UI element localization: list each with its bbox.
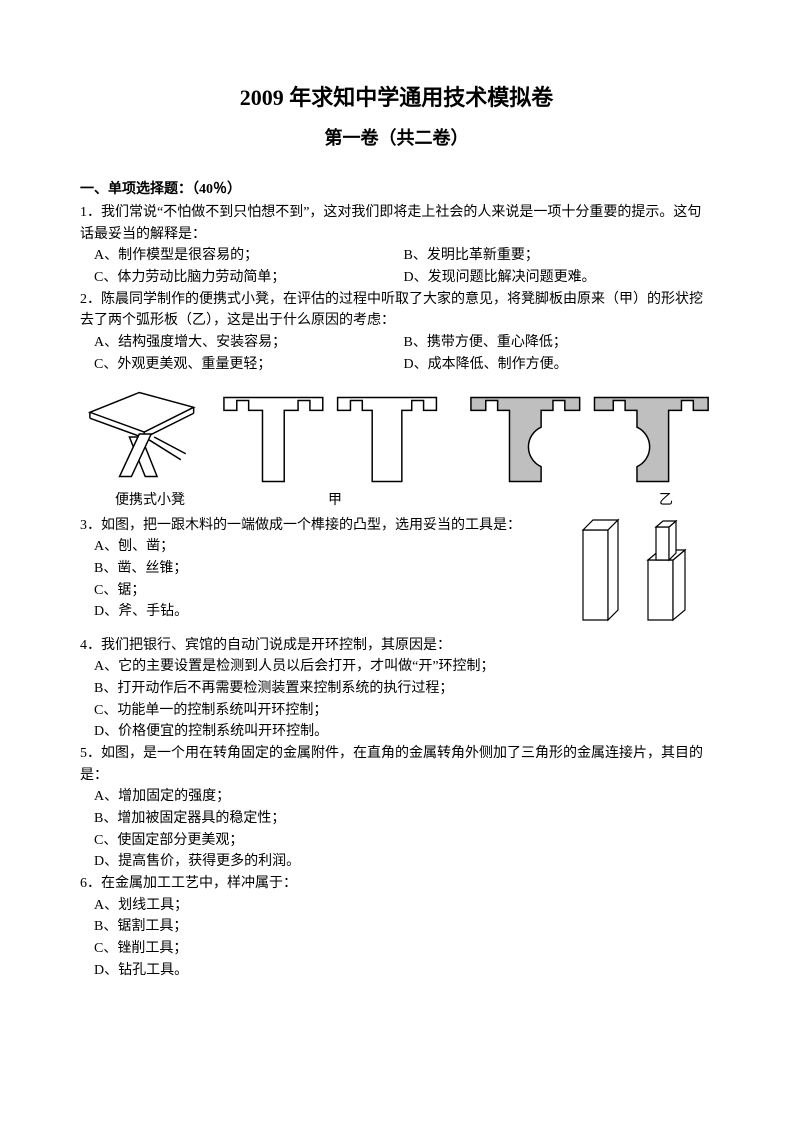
- q2-figure-labels: 便携式小凳 甲 乙: [80, 489, 713, 509]
- q3-opt-d: D、斧、手钻。: [94, 601, 543, 623]
- q5-opt-a: A、增加固定的强度；: [94, 786, 713, 808]
- page-subtitle: 第一卷（共二卷）: [80, 124, 713, 150]
- q5-body: 如图，是一个用在转角固定的金属附件，在直角的金属转角外侧加了三角形的金属连接片，…: [80, 746, 703, 783]
- q1-body: 我们常说“不怕做不到只怕想不到”，这对我们即将走上社会的人来说是一项十分重要的提…: [80, 205, 701, 242]
- jia-figure: [219, 392, 446, 487]
- q6-opt-c: C、锉削工具；: [94, 938, 713, 960]
- q2-opt-c: C、外观更美观、重量更轻；: [94, 354, 404, 376]
- q3-body: 如图，把一跟木料的一端做成一个榫接的凸型，选用妥当的工具是：: [101, 518, 521, 533]
- q1-opt-a: A、制作模型是很容易的；: [94, 245, 404, 267]
- q5-opt-d: D、提高售价，获得更多的利润。: [94, 851, 713, 873]
- q3-text: 3．如图，把一跟木料的一端做成一个榫接的凸型，选用妥当的工具是：: [80, 515, 543, 537]
- label-stool: 便携式小凳: [80, 489, 220, 509]
- q4-opt-c: C、功能单一的控制系统叫开环控制；: [94, 700, 713, 722]
- q5-num: 5．: [80, 746, 101, 761]
- q5-opt-c: C、使固定部分更美观；: [94, 830, 713, 852]
- q3-opt-b: B、凿、丝锥；: [94, 558, 543, 580]
- q5-text: 5．如图，是一个用在转角固定的金属附件，在直角的金属转角外侧加了三角形的金属连接…: [80, 743, 713, 786]
- exam-page: 2009 年求知中学通用技术模拟卷 第一卷（共二卷） 一、单项选择题：（40％）…: [0, 0, 793, 1122]
- yi-figure: [466, 392, 713, 487]
- q4-num: 4．: [80, 638, 101, 653]
- q3-options: A、刨、凿； B、凿、丝锥； C、锯； D、斧、手钻。: [80, 536, 543, 623]
- label-yi: 乙: [450, 489, 713, 509]
- q4-opt-b: B、打开动作后不再需要检测装置来控制系统的执行过程；: [94, 678, 713, 700]
- page-title: 2009 年求知中学通用技术模拟卷: [80, 80, 713, 112]
- q6-body: 在金属加工工艺中，样冲属于：: [101, 876, 297, 891]
- q1-text: 1．我们常说“不怕做不到只怕想不到”，这对我们即将走上社会的人来说是一项十分重要…: [80, 202, 713, 245]
- q6-opt-a: A、划线工具；: [94, 895, 713, 917]
- q2-body: 陈晨同学制作的便携式小凳，在评估的过程中听取了大家的意见，将凳脚板由原来（甲）的…: [80, 292, 703, 329]
- q4-text: 4．我们把银行、宾馆的自动门说成是开环控制，其原因是：: [80, 635, 713, 657]
- q4-body: 我们把银行、宾馆的自动门说成是开环控制，其原因是：: [101, 638, 451, 653]
- q2-num: 2．: [80, 292, 101, 307]
- q3-opt-a: A、刨、凿；: [94, 536, 543, 558]
- q3-figure: [573, 515, 713, 635]
- q1-options: A、制作模型是很容易的； B、发明比革新重要； C、体力劳动比脑力劳动简单； D…: [80, 245, 713, 288]
- q6-options: A、划线工具； B、锯割工具； C、锉削工具； D、钻孔工具。: [80, 895, 713, 982]
- q1-opt-b: B、发明比革新重要；: [404, 245, 714, 267]
- q3-opt-c: C、锯；: [94, 580, 543, 602]
- q1-opt-c: C、体力劳动比脑力劳动简单；: [94, 267, 404, 289]
- label-jia: 甲: [220, 489, 450, 509]
- q2-text: 2．陈晨同学制作的便携式小凳，在评估的过程中听取了大家的意见，将凳脚板由原来（甲…: [80, 289, 713, 332]
- q2-opt-d: D、成本降低、制作方便。: [404, 354, 714, 376]
- q2-opt-b: B、携带方便、重心降低；: [404, 332, 714, 354]
- q2-figure-row: [80, 382, 713, 487]
- q1-num: 1．: [80, 205, 101, 220]
- q3-row: 3．如图，把一跟木料的一端做成一个榫接的凸型，选用妥当的工具是： A、刨、凿； …: [80, 515, 713, 635]
- q2-options: A、结构强度增大、安装容易； B、携带方便、重心降低； C、外观更美观、重量更轻…: [80, 332, 713, 375]
- q6-text: 6．在金属加工工艺中，样冲属于：: [80, 873, 713, 895]
- q5-options: A、增加固定的强度； B、增加被固定器具的稳定性； C、使固定部分更美观； D、…: [80, 786, 713, 873]
- q6-opt-d: D、钻孔工具。: [94, 960, 713, 982]
- q4-opt-a: A、它的主要设置是检测到人员以后会打开，才叫做“开”环控制；: [94, 656, 713, 678]
- q3-num: 3．: [80, 518, 101, 533]
- stool-figure: [80, 382, 199, 487]
- section-heading: 一、单项选择题：（40％）: [80, 178, 713, 198]
- q4-opt-d: D、价格便宜的控制系统叫开环控制。: [94, 721, 713, 743]
- q2-opt-a: A、结构强度增大、安装容易；: [94, 332, 404, 354]
- q1-opt-d: D、发现问题比解决问题更难。: [404, 267, 714, 289]
- q4-options: A、它的主要设置是检测到人员以后会打开，才叫做“开”环控制； B、打开动作后不再…: [80, 656, 713, 743]
- q6-num: 6．: [80, 876, 101, 891]
- q5-opt-b: B、增加被固定器具的稳定性；: [94, 808, 713, 830]
- q6-opt-b: B、锯割工具；: [94, 916, 713, 938]
